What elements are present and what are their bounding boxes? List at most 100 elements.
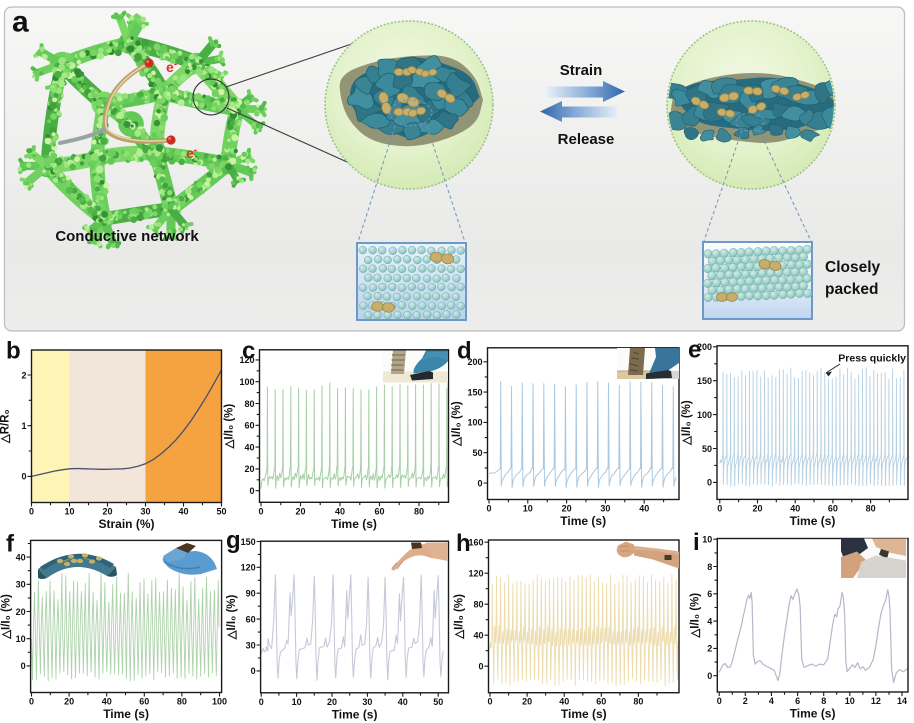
svg-text:80: 80 xyxy=(414,506,424,516)
svg-text:80: 80 xyxy=(473,600,483,610)
svg-text:60: 60 xyxy=(139,697,149,707)
svg-text:8: 8 xyxy=(821,696,826,706)
svg-text:i: i xyxy=(693,529,700,556)
svg-text:20: 20 xyxy=(522,697,532,707)
svg-text:0: 0 xyxy=(259,697,264,707)
svg-text:△I/I₀ (%): △I/I₀ (%) xyxy=(681,400,693,446)
svg-text:80: 80 xyxy=(177,697,187,707)
svg-text:20: 20 xyxy=(327,697,337,707)
svg-text:60: 60 xyxy=(374,506,384,516)
svg-text:0: 0 xyxy=(477,478,482,488)
svg-text:Release: Release xyxy=(558,131,615,148)
svg-text:△R/R₀: △R/R₀ xyxy=(0,409,12,444)
svg-text:f: f xyxy=(6,531,15,558)
svg-text:40: 40 xyxy=(639,504,649,514)
svg-text:0: 0 xyxy=(707,478,712,488)
svg-text:50: 50 xyxy=(472,448,482,458)
svg-text:40: 40 xyxy=(16,552,26,562)
svg-text:0: 0 xyxy=(486,504,491,514)
svg-text:40: 40 xyxy=(244,442,254,452)
svg-text:△I/I₀ (%): △I/I₀ (%) xyxy=(226,594,238,640)
svg-text:40: 40 xyxy=(790,503,800,513)
svg-text:4: 4 xyxy=(769,696,774,706)
svg-text:0: 0 xyxy=(258,506,263,516)
svg-text:20: 20 xyxy=(16,607,26,617)
svg-text:40: 40 xyxy=(335,506,345,516)
svg-text:150: 150 xyxy=(467,387,482,397)
svg-text:10: 10 xyxy=(292,697,302,707)
svg-text:12: 12 xyxy=(871,696,881,706)
svg-text:60: 60 xyxy=(246,614,256,624)
svg-text:120: 120 xyxy=(239,355,254,365)
svg-text:0: 0 xyxy=(478,662,483,672)
svg-text:150: 150 xyxy=(697,376,712,386)
svg-text:Time (s): Time (s) xyxy=(790,707,836,721)
svg-text:0: 0 xyxy=(29,697,34,707)
svg-text:60: 60 xyxy=(244,421,254,431)
svg-text:50: 50 xyxy=(433,697,443,707)
svg-text:2: 2 xyxy=(707,644,712,654)
svg-text:80: 80 xyxy=(244,399,254,409)
svg-text:20: 20 xyxy=(102,507,112,517)
svg-text:0: 0 xyxy=(249,486,254,496)
svg-text:80: 80 xyxy=(866,503,876,513)
svg-text:20: 20 xyxy=(562,504,572,514)
svg-text:d: d xyxy=(457,338,472,365)
svg-text:10: 10 xyxy=(523,504,533,514)
svg-text:20: 20 xyxy=(752,503,762,513)
svg-text:20: 20 xyxy=(64,697,74,707)
svg-text:10: 10 xyxy=(16,634,26,644)
svg-text:0: 0 xyxy=(21,472,26,482)
svg-text:100: 100 xyxy=(467,418,482,428)
svg-text:Closely: Closely xyxy=(825,259,881,276)
svg-text:packed: packed xyxy=(825,281,878,298)
svg-text:h: h xyxy=(456,530,471,557)
svg-text:30: 30 xyxy=(362,697,372,707)
svg-text:120: 120 xyxy=(241,563,256,573)
svg-text:100: 100 xyxy=(697,410,712,420)
svg-text:Time (s): Time (s) xyxy=(561,707,607,721)
svg-text:200: 200 xyxy=(697,342,712,352)
svg-text:0: 0 xyxy=(29,507,34,517)
svg-text:e-: e- xyxy=(166,59,177,75)
svg-text:0: 0 xyxy=(487,697,492,707)
svg-text:40: 40 xyxy=(102,697,112,707)
svg-text:40: 40 xyxy=(398,697,408,707)
svg-text:△I/I₀ (%): △I/I₀ (%) xyxy=(224,404,236,450)
svg-text:100: 100 xyxy=(212,697,227,707)
svg-text:6: 6 xyxy=(795,696,800,706)
svg-text:2: 2 xyxy=(21,370,26,380)
svg-text:0: 0 xyxy=(717,503,722,513)
svg-text:Time (s): Time (s) xyxy=(560,514,606,528)
svg-text:2: 2 xyxy=(743,696,748,706)
svg-text:b: b xyxy=(6,338,21,365)
svg-text:120: 120 xyxy=(468,569,483,579)
svg-text:Conductive network: Conductive network xyxy=(55,228,199,245)
svg-text:10: 10 xyxy=(64,507,74,517)
svg-text:1: 1 xyxy=(21,421,26,431)
svg-text:a: a xyxy=(12,6,29,39)
svg-text:Press quickly: Press quickly xyxy=(838,353,906,365)
svg-text:30: 30 xyxy=(16,580,26,590)
svg-text:0: 0 xyxy=(707,671,712,681)
svg-text:Time (s): Time (s) xyxy=(790,514,836,528)
svg-text:△I/I₀ (%): △I/I₀ (%) xyxy=(1,594,13,640)
svg-text:△I/I₀ (%): △I/I₀ (%) xyxy=(689,593,701,639)
svg-text:Strain: Strain xyxy=(560,62,603,79)
svg-text:Strain (%): Strain (%) xyxy=(98,517,154,531)
svg-text:0: 0 xyxy=(251,666,256,676)
svg-text:6: 6 xyxy=(707,589,712,599)
svg-text:e: e xyxy=(688,337,701,364)
svg-text:8: 8 xyxy=(707,562,712,572)
svg-text:40: 40 xyxy=(559,697,569,707)
svg-text:200: 200 xyxy=(467,357,482,367)
svg-text:20: 20 xyxy=(295,506,305,516)
svg-text:20: 20 xyxy=(244,464,254,474)
svg-text:c: c xyxy=(242,338,255,365)
svg-text:60: 60 xyxy=(828,503,838,513)
svg-text:g: g xyxy=(226,527,241,554)
svg-text:30: 30 xyxy=(600,504,610,514)
svg-text:60: 60 xyxy=(596,697,606,707)
svg-text:14: 14 xyxy=(897,696,907,706)
svg-text:10: 10 xyxy=(702,535,712,545)
